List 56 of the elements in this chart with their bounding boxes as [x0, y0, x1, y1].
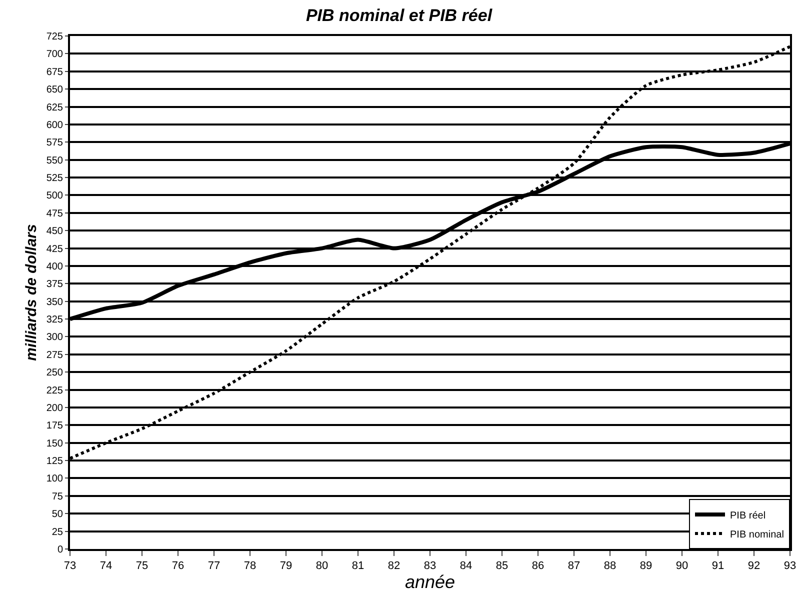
- x-tick-label: 91: [712, 560, 724, 572]
- x-tick-label: 75: [136, 560, 148, 572]
- y-tick-label: 275: [46, 350, 64, 361]
- y-tick-label: 425: [46, 244, 64, 255]
- y-tick-label: 200: [46, 402, 64, 414]
- x-tick-label: 92: [748, 560, 760, 572]
- y-tick-label: 550: [46, 155, 64, 166]
- y-tick-label: 650: [46, 84, 64, 96]
- y-tick-label: 350: [46, 296, 64, 308]
- y-tick-label: 325: [46, 314, 64, 326]
- y-tick-label: 0: [57, 544, 64, 556]
- y-tick-label: 150: [46, 438, 64, 450]
- y-tick-label: 100: [46, 474, 64, 485]
- y-tick-label: 175: [46, 420, 64, 432]
- x-tick-label: 80: [316, 560, 328, 572]
- y-tick-label: 250: [46, 368, 64, 379]
- x-tick-label: 82: [388, 560, 400, 572]
- legend-label: PIB nominal: [730, 529, 784, 540]
- x-tick-label: 90: [676, 560, 688, 572]
- y-tick-label: 300: [46, 332, 64, 344]
- legend-label: PIB réel: [730, 510, 766, 522]
- x-tick-label: 86: [532, 560, 544, 572]
- y-axis-title: milliards de dollars: [23, 224, 40, 361]
- y-tick-label: 675: [46, 66, 64, 78]
- x-tick-label: 74: [100, 560, 112, 572]
- y-tick-label: 450: [46, 226, 64, 238]
- x-tick-label: 93: [784, 560, 796, 572]
- y-tick-label: 400: [46, 261, 64, 272]
- x-tick-label: 77: [208, 560, 220, 572]
- y-tick-label: 475: [46, 208, 64, 220]
- x-tick-label: 89: [640, 560, 652, 572]
- y-tick-label: 575: [46, 138, 64, 149]
- x-tick-label: 76: [172, 560, 184, 572]
- x-tick-label: 84: [460, 560, 472, 572]
- x-tick-label: 79: [280, 560, 292, 572]
- chart-title: PIB nominal et PIB réel: [306, 6, 494, 25]
- y-tick-label: 600: [46, 120, 64, 131]
- x-tick-label: 81: [352, 560, 364, 572]
- x-tick-label: 85: [496, 560, 508, 572]
- y-tick-label: 525: [46, 173, 64, 184]
- y-tick-label: 125: [46, 456, 64, 468]
- y-tick-label: 500: [46, 190, 64, 202]
- y-tick-label: 75: [52, 491, 64, 502]
- x-tick-label: 73: [64, 560, 76, 572]
- x-tick-label: 78: [244, 560, 256, 572]
- y-tick-label: 50: [52, 509, 64, 520]
- y-tick-label: 725: [46, 32, 64, 42]
- y-tick-label: 25: [52, 526, 64, 538]
- x-tick-label: 83: [424, 560, 436, 572]
- y-tick-label: 625: [46, 102, 64, 114]
- y-tick-label: 375: [46, 279, 64, 290]
- y-tick-label: 700: [46, 49, 64, 60]
- x-axis-title: année: [404, 572, 456, 592]
- x-tick-label: 87: [568, 560, 580, 572]
- y-tick-label: 225: [46, 385, 64, 396]
- x-tick-label: 88: [604, 560, 616, 572]
